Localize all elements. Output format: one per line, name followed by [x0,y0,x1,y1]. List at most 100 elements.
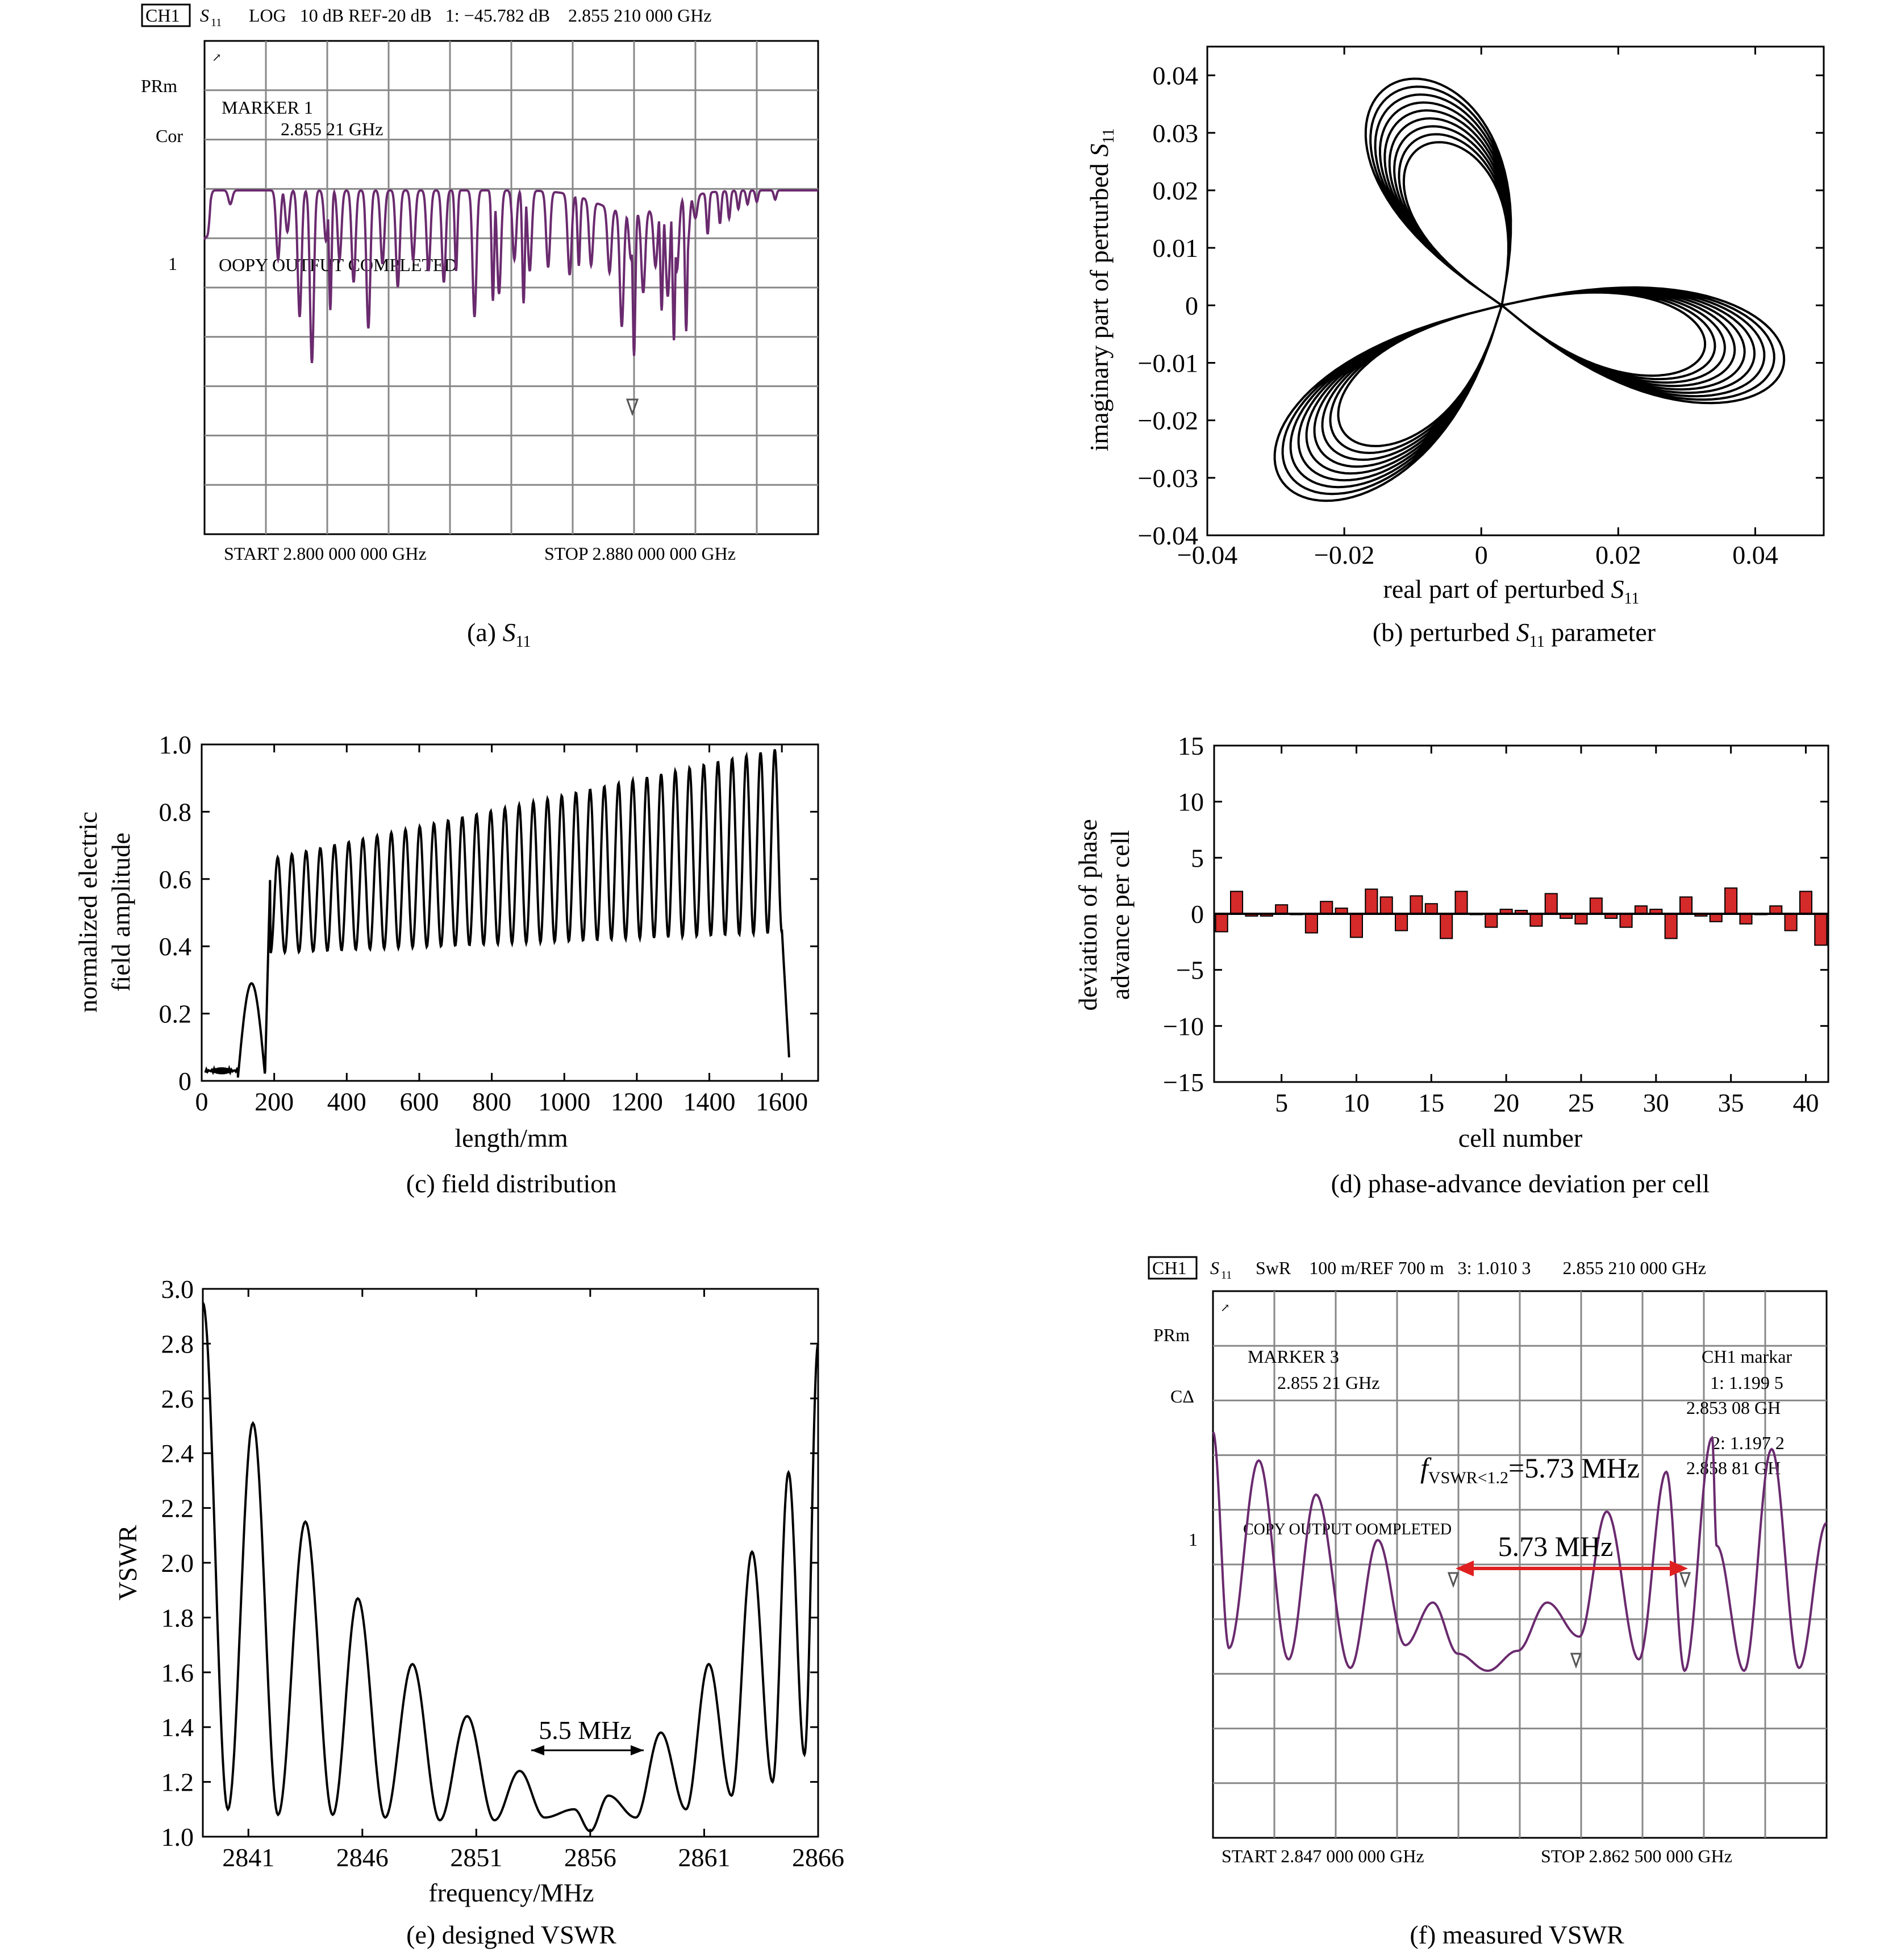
phase-deviation-bar [1724,887,1738,914]
panel-e: 2841 2846 2851 2856 2861 2866 3.0 2.8 2.6 2.4 2.2 2… [113,1275,844,1949]
caption-f: (f) measured VSWR [1410,1920,1624,1949]
panel-f: CH1 S 11 SwR 100 m/REF 700 m 3: 1.010 3 … [1148,1256,1828,1949]
x-tick-label: 10 [1343,1088,1369,1117]
y-tick-label: 0 [1191,900,1204,929]
xlabel-c: length/mm [455,1123,568,1152]
phase-deviation-bar [1424,903,1438,914]
y-tick-label: 0.6 [159,865,192,894]
x-tick-label: −0.04 [1177,540,1237,569]
phase-deviation-bar [1320,901,1333,915]
s11-symbol-f: S [1210,1258,1219,1278]
panel-b: −0.04 −0.02 0 0.02 0.04 0.04 0.03 0.02 0.01 0 −0.0… [1085,45,1825,651]
caption-a: (a) S11 [467,618,531,651]
arrow-symbol-icon: ↗ [212,52,222,64]
label-cor: Cor [156,126,183,146]
y-tick-label: 1.6 [161,1658,194,1687]
y-tick-label: −5 [1176,956,1204,985]
ticks-d: 5 10 15 20 25 30 35 40 15 10 5 0 −5 −10 −15 [1163,731,1828,1117]
x-tick-label: 5 [1275,1088,1288,1117]
phase-deviation-bar [1814,913,1828,946]
arrowhead-right-icon [631,1745,644,1755]
y-tick-label: 0.8 [159,797,192,826]
y-tick-label: 5 [1191,843,1204,872]
ch1-label-f: CH1 [1152,1258,1186,1278]
y-tick-label: 2.2 [161,1494,194,1523]
x-tick-label: 0 [195,1087,209,1116]
x-tick-label: 35 [1718,1088,1744,1117]
measured-vswr-trace [1212,1431,1827,1672]
ylabel-e: VSWR [113,1525,142,1600]
x-tick-label: 0 [1475,540,1488,569]
phase-deviation-bar [1275,904,1289,915]
arrowhead-left-icon [531,1745,544,1755]
phase-deviation-bar [1784,913,1798,931]
xlabel-b: real part of perturbed S11 [1383,575,1640,607]
x-tick-label: 2846 [336,1843,389,1872]
start-freq: START 2.800 000 000 GHz [224,543,427,564]
phase-deviation-bar [1619,913,1633,928]
x-tick-label: 40 [1792,1088,1819,1117]
arrow-symbol-icon-f: ↗ [1220,1302,1230,1314]
phase-deviation-bar [1349,913,1364,938]
x-tick-label: 800 [472,1087,511,1116]
ylabel-d-line2: advance per cell [1106,830,1135,1000]
label-prm-f: PRm [1153,1325,1190,1345]
y-tick-label: 0.03 [1153,119,1199,148]
header-text-f: SwR 100 m/REF 700 m 3: 1.010 3 2.855 210… [1256,1258,1706,1278]
y-tick-label: −10 [1163,1012,1204,1041]
phase-deviation-bar [1589,897,1603,914]
phase-deviation-bar [1365,888,1378,915]
phase-deviation-bar [1574,913,1588,925]
y-tick-label: 2.4 [161,1439,194,1468]
label-cd-f: CΔ [1170,1386,1194,1406]
caption-e: (e) designed VSWR [406,1920,616,1949]
x-tick-label: 2841 [222,1843,274,1872]
grid-f [1213,1291,1827,1838]
label-ref-1-f: 1 [1189,1529,1198,1550]
panel-a: CH1 S 11 LOG 10 dB REF-20 dB 1: −45.782 … [141,3,819,651]
phase-deviation-bar [1799,890,1812,914]
ylabel-b: imaginary part of perturbed S11 [1085,128,1118,452]
panel-c: 0 200 400 600 800 1000 1200 1400 1600 0 0.2 0.4 0.6 0… [73,730,819,1198]
start-freq-f: START 2.847 000 000 GHz [1222,1846,1424,1866]
phase-deviation-bar [1215,913,1228,933]
copy-status-text: OOPY OUTFUT COMPLETED [219,255,457,275]
marker-title: MARKER 1 [222,97,313,118]
y-tick-label: 3.0 [161,1275,194,1304]
x-tick-label: 20 [1493,1088,1519,1117]
marker-triangle-icon [626,398,639,417]
s11-trace [203,188,818,364]
x-tick-label: 600 [399,1087,439,1116]
x-tick-label: 1600 [756,1087,808,1116]
label-prm: PRm [141,76,177,96]
y-tick-label: 0.4 [159,932,192,961]
phase-deviation-bar [1529,913,1543,927]
x-tick-label: 15 [1418,1088,1444,1117]
s11-subscript-f: 11 [1221,1269,1232,1281]
y-tick-label: −0.01 [1138,348,1198,377]
ticks-e: 2841 2846 2851 2856 2861 2866 3.0 2.8 2.6 2.4 2.2 2… [161,1275,845,1872]
ticks-b: −0.04 −0.02 0 0.02 0.04 0.04 0.03 0.02 0.01 0 −0.0… [1138,47,1824,569]
ch1-box [141,3,191,27]
marker1-triangle-icon [1447,1572,1460,1588]
marker3-triangle-icon [1570,1653,1582,1669]
y-tick-label: 1.8 [161,1603,194,1632]
y-tick-label: 2.6 [161,1384,194,1413]
phase-deviation-bar [1544,893,1558,914]
y-tick-label: −0.04 [1138,521,1198,550]
y-tick-label: 0.01 [1153,234,1199,263]
s11-symbol: S [200,5,209,26]
y-tick-label: 15 [1178,731,1204,760]
x-tick-label: 25 [1568,1088,1594,1117]
header-text: LOG 10 dB REF-20 dB 1: −45.782 dB 2.855 … [249,5,712,26]
designed-vswr-curve [202,1302,819,1833]
ch1-marker-title: CH1 markar [1702,1346,1792,1367]
y-tick-label: 1.4 [161,1713,194,1742]
x-tick-label: 1400 [683,1087,736,1116]
x-tick-label: 2861 [678,1843,730,1872]
y-tick-label: −15 [1163,1068,1204,1097]
phase-deviation-bar [1440,913,1453,939]
bandwidth-formula: fVSWR<1.2=5.73 MHz [1420,1452,1640,1487]
x-tick-label: 0.02 [1595,540,1641,569]
